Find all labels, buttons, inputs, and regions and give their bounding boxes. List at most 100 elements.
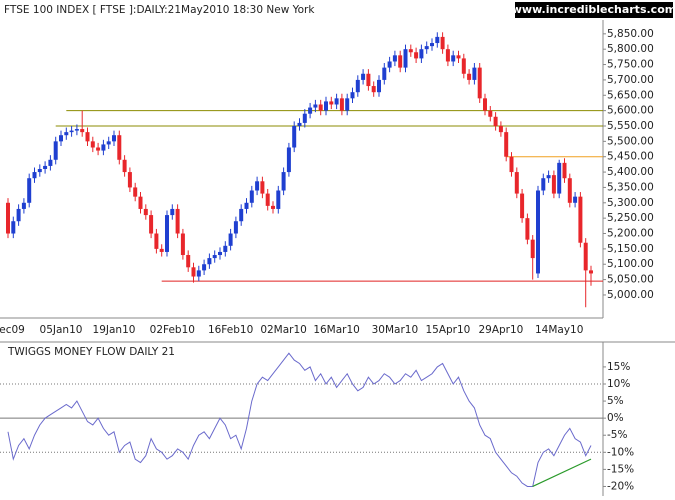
candle-body <box>292 125 297 148</box>
y-tick-label: 5,050.00 <box>607 274 654 286</box>
candle-body <box>313 104 318 108</box>
y-tick-label: 15% <box>607 361 630 373</box>
y-tick-label: 5,750.00 <box>607 59 654 71</box>
y-tick-label: 5,600.00 <box>607 105 654 117</box>
y-tick-label: 5,800.00 <box>607 43 654 55</box>
candle-body <box>196 270 201 277</box>
y-tick-label: 5,700.00 <box>607 74 654 86</box>
x-tick-label: 16Mar10 <box>313 324 360 336</box>
candle-body <box>212 255 217 259</box>
x-tick-label: 05Jan10 <box>40 324 83 336</box>
indicator-title: TWIGGS MONEY FLOW DAILY 21 <box>7 346 175 358</box>
candle-body <box>122 159 127 173</box>
candle-body <box>339 98 344 111</box>
candle-body <box>467 73 472 80</box>
candle-body <box>371 86 376 93</box>
candle-body <box>48 159 53 166</box>
candle-body <box>477 67 482 99</box>
candle-body <box>525 218 530 240</box>
candle-body <box>138 196 143 209</box>
candle-body <box>509 156 514 173</box>
y-tick-label: -5% <box>607 429 627 441</box>
candle-body <box>504 132 509 157</box>
candle-body <box>567 178 572 203</box>
candle-body <box>541 178 546 191</box>
chart-title: FTSE 100 INDEX [ FTSE ]:DAILY:21May2010 … <box>4 4 315 16</box>
candle-body <box>149 215 154 234</box>
candle-body <box>361 73 366 80</box>
watermark-box <box>515 2 673 18</box>
y-tick-label: 5,400.00 <box>607 166 654 178</box>
candle-body <box>329 101 334 105</box>
candle-body <box>324 101 328 111</box>
candle-body <box>483 98 487 111</box>
candle-body <box>80 129 85 133</box>
y-tick-label: -20% <box>607 480 634 492</box>
y-tick-label: 5,500.00 <box>607 135 654 147</box>
y-tick-label: -15% <box>607 463 634 475</box>
x-tick-label: Dec09 <box>0 324 25 336</box>
candle-body <box>461 58 466 74</box>
candle-body <box>366 73 371 87</box>
candle-body <box>223 245 228 252</box>
candle-body <box>85 132 90 142</box>
y-tick-label: 10% <box>607 378 630 390</box>
candle-body <box>281 172 286 191</box>
candle-body <box>143 208 148 216</box>
candle-body <box>37 169 42 173</box>
candle-body <box>249 190 254 203</box>
candle-body <box>430 43 434 47</box>
x-tick-label: 02Feb10 <box>150 324 195 336</box>
candle-body <box>170 208 175 216</box>
candle-body <box>562 162 567 179</box>
candle-body <box>165 215 169 252</box>
candle-body <box>350 92 355 99</box>
candle-body <box>276 190 281 209</box>
y-tick-label: 5,350.00 <box>607 181 654 193</box>
candle-body <box>32 172 37 179</box>
candle-body <box>546 175 551 179</box>
x-tick-label: 16Feb10 <box>208 324 253 336</box>
watermark: www.incrediblecharts.com <box>512 3 675 16</box>
candle-body <box>117 135 122 160</box>
candle-body <box>308 107 313 114</box>
candle-body <box>27 178 32 203</box>
candle-body <box>403 49 408 68</box>
candle-body <box>191 267 196 277</box>
candle-body <box>297 122 302 126</box>
y-tick-label: 5,300.00 <box>607 197 654 209</box>
x-tick-label: 02Mar10 <box>260 324 307 336</box>
x-tick-label: 19Jan10 <box>93 324 136 336</box>
candle-body <box>16 208 21 222</box>
candle-body <box>445 49 450 62</box>
candle-body <box>514 172 519 194</box>
candle-body <box>334 98 339 105</box>
candle-body <box>6 202 10 234</box>
candle-body <box>398 55 403 68</box>
y-tick-label: 5,100.00 <box>607 258 654 270</box>
candle-body <box>355 79 360 93</box>
candle-body <box>244 202 249 209</box>
candle-body <box>96 147 101 151</box>
candle-body <box>186 255 191 268</box>
candle-body <box>112 135 116 142</box>
y-tick-label: 5,550.00 <box>607 120 654 132</box>
candle-body <box>218 251 222 256</box>
candle-body <box>435 36 440 44</box>
candle-body <box>493 116 498 126</box>
candle-body <box>74 129 79 131</box>
candle-body <box>69 130 74 133</box>
candle-body <box>573 196 578 203</box>
candle-body <box>175 208 180 234</box>
candle-body <box>440 36 445 50</box>
trendline <box>532 458 592 488</box>
y-tick-label: 5,000.00 <box>607 289 654 301</box>
candle-body <box>488 110 493 117</box>
candle-body <box>551 175 556 194</box>
candle-body <box>387 61 392 68</box>
candle-body <box>127 172 132 188</box>
candle-body <box>53 141 58 160</box>
candle-body <box>583 242 588 271</box>
candle-body <box>43 165 48 169</box>
